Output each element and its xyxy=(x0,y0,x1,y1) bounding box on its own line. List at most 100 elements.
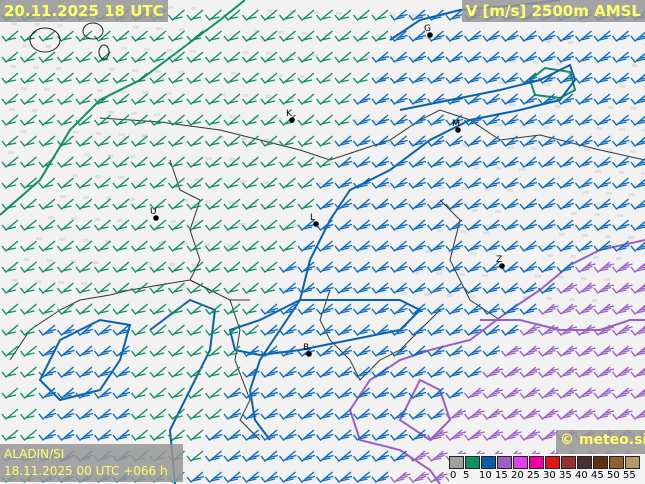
wind-barb xyxy=(186,9,204,21)
wind-barb xyxy=(1,282,19,294)
wind-barb xyxy=(611,366,633,378)
wind-barb xyxy=(278,282,297,294)
wind-barb xyxy=(426,240,445,252)
wind-barb xyxy=(445,114,464,126)
wind-barb xyxy=(371,261,390,273)
wind-barb xyxy=(1,93,19,105)
wind-barb xyxy=(352,303,371,315)
wind-barb xyxy=(556,303,578,315)
wind-barb xyxy=(574,135,593,147)
wind-barb xyxy=(278,72,296,84)
wind-barb xyxy=(445,177,464,189)
wind-barb xyxy=(223,282,241,294)
legend-tick: 55 xyxy=(623,470,636,481)
wind-barb xyxy=(241,114,259,126)
copyright: © meteo.si xyxy=(556,430,645,454)
wind-barb xyxy=(574,30,593,42)
wind-barb xyxy=(352,408,371,420)
wind-barb xyxy=(593,345,615,357)
wind-barb xyxy=(334,387,353,399)
legend-tick: 15 xyxy=(495,470,508,481)
wind-barb xyxy=(611,408,633,420)
wind-barb xyxy=(482,177,501,189)
wind-barb xyxy=(75,303,93,315)
wind-barb xyxy=(149,345,167,357)
wind-barb xyxy=(445,51,464,63)
wind-barb xyxy=(204,261,222,273)
wind-barb xyxy=(241,51,259,63)
wind-barb xyxy=(408,240,427,252)
wind-barb xyxy=(112,324,131,336)
wind-barb xyxy=(334,303,353,315)
wind-barb xyxy=(38,387,57,399)
wind-barb xyxy=(223,219,241,231)
wind-barb xyxy=(426,156,445,168)
wind-barb xyxy=(149,240,167,252)
wind-barb xyxy=(389,30,408,42)
wind-barb xyxy=(556,240,575,252)
wind-barb xyxy=(611,93,630,105)
wind-barb xyxy=(334,156,353,168)
wind-barb xyxy=(500,93,519,105)
wind-barb xyxy=(537,219,556,231)
wind-barb xyxy=(426,177,445,189)
wind-barb xyxy=(56,30,74,42)
wind-barb xyxy=(130,282,148,294)
wind-barb xyxy=(204,30,222,42)
wind-barb xyxy=(426,429,448,441)
wind-barb xyxy=(167,30,185,42)
wind-barb xyxy=(574,324,596,336)
wind-barb xyxy=(186,51,204,63)
wind-barb xyxy=(426,345,445,357)
wind-barb xyxy=(611,219,630,231)
wind-barb xyxy=(445,198,464,210)
legend-swatch xyxy=(561,456,576,469)
wind-barb xyxy=(537,345,559,357)
hatched-area xyxy=(29,22,110,60)
wind-barb xyxy=(519,366,541,378)
wind-barb xyxy=(537,387,559,399)
city-marker: B xyxy=(303,343,312,357)
wind-barb xyxy=(19,429,37,441)
wind-barb xyxy=(186,72,204,84)
wind-barb xyxy=(593,72,612,84)
wind-barb xyxy=(93,261,111,273)
wind-barb xyxy=(445,408,467,420)
wind-barb xyxy=(537,261,556,273)
wind-barb xyxy=(130,345,148,357)
wind-barb xyxy=(241,219,259,231)
wind-barb xyxy=(186,219,204,231)
wind-barb xyxy=(500,366,522,378)
wind-barb xyxy=(204,282,222,294)
wind-barb xyxy=(241,303,259,315)
wind-barb xyxy=(204,198,222,210)
wind-barb xyxy=(352,114,371,126)
wind-barb xyxy=(426,282,445,294)
wind-barb xyxy=(38,30,56,42)
wind-barb xyxy=(315,156,333,168)
wind-barb xyxy=(93,408,112,420)
wind-barb xyxy=(389,387,408,399)
wind-barb xyxy=(426,135,445,147)
wind-barb xyxy=(38,72,56,84)
wind-barb xyxy=(167,72,185,84)
wind-barb xyxy=(241,471,260,483)
wind-barb xyxy=(56,156,74,168)
wind-barb xyxy=(75,114,93,126)
wind-barb xyxy=(574,177,593,189)
wind-barb xyxy=(408,156,427,168)
wind-barb xyxy=(223,30,241,42)
wind-barb xyxy=(352,30,370,42)
contour-10 xyxy=(149,298,217,484)
wind-barb xyxy=(445,366,464,378)
wind-barb xyxy=(315,9,333,21)
wind-barb xyxy=(75,198,93,210)
wind-barb xyxy=(463,30,482,42)
wind-barb xyxy=(130,114,148,126)
wind-barb xyxy=(500,387,522,399)
legend-swatch xyxy=(529,456,544,469)
wind-barb xyxy=(278,366,297,378)
wind-barb xyxy=(38,51,56,63)
wind-barb xyxy=(482,261,501,273)
